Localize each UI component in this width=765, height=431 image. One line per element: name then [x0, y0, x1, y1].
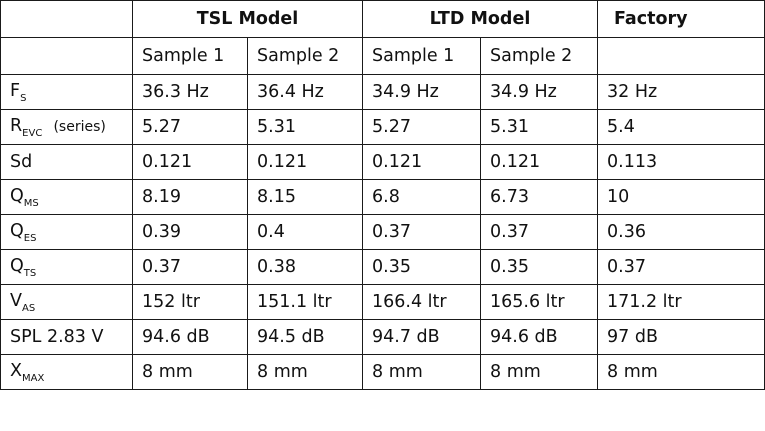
parameter-note: (series) — [53, 118, 106, 135]
table-row: REVC (series) 5.27 5.31 5.27 5.31 5.4 — [0, 109, 765, 145]
parameter-label-cell: QMS — [0, 179, 133, 215]
value-cell: 0.121 — [480, 144, 598, 180]
value-cell: 34.9 Hz — [362, 74, 481, 110]
value-cell: 151.1 ltr — [247, 284, 363, 320]
value-cell: 94.6 dB — [132, 319, 248, 355]
value-cell: 0.35 — [362, 249, 481, 285]
parameter-label-cell: FS — [0, 74, 133, 110]
parameter-symbol: Q — [10, 185, 24, 206]
group-header-ltd: LTD Model — [362, 0, 598, 38]
table-row: SPL 2.83 V 94.6 dB 94.5 dB 94.7 dB 94.6 dB 97… — [0, 319, 765, 355]
parameter-label-cell: QTS — [0, 249, 133, 285]
corner-cell — [0, 37, 133, 75]
value-cell: 34.9 Hz — [480, 74, 598, 110]
group-header-tsl: TSL Model — [132, 0, 363, 38]
value-cell: 0.38 — [247, 249, 363, 285]
group-header-factory: Factory — [597, 0, 765, 38]
value-cell: 94.6 dB — [480, 319, 598, 355]
value-cell: 8 mm — [247, 354, 363, 390]
loudspeaker-parameter-table: TSL Model LTD Model Factory Sample 1 Sam… — [0, 0, 765, 390]
value-cell: 5.4 — [597, 109, 765, 145]
value-cell: 0.37 — [362, 214, 481, 250]
value-cell: 166.4 ltr — [362, 284, 481, 320]
parameter-label-cell: VAS — [0, 284, 133, 320]
sample-header-row: Sample 1 Sample 2 Sample 1 Sample 2 — [0, 37, 765, 75]
sample-header-cell: Sample 2 — [247, 37, 363, 75]
value-cell: 0.35 — [480, 249, 598, 285]
parameter-subscript: MS — [23, 197, 39, 209]
table-row: Sd 0.121 0.121 0.121 0.121 0.113 — [0, 144, 765, 180]
value-cell: 165.6 ltr — [480, 284, 598, 320]
value-cell: 6.73 — [480, 179, 598, 215]
parameter-label-cell: REVC (series) — [0, 109, 133, 145]
value-cell: 94.5 dB — [247, 319, 363, 355]
value-cell: 36.4 Hz — [247, 74, 363, 110]
value-cell: 10 — [597, 179, 765, 215]
parameter-symbol: R — [10, 115, 23, 136]
parameter-subscript: S — [20, 92, 27, 104]
value-cell: 0.121 — [247, 144, 363, 180]
value-cell: 0.36 — [597, 214, 765, 250]
value-cell: 8 mm — [132, 354, 248, 390]
value-cell: 8.19 — [132, 179, 248, 215]
parameter-subscript: ES — [23, 232, 37, 244]
parameter-symbol: V — [10, 290, 22, 311]
parameter-subscript: EVC — [22, 127, 43, 139]
value-cell: 0.121 — [362, 144, 481, 180]
table-row: FS 36.3 Hz 36.4 Hz 34.9 Hz 34.9 Hz 32 Hz — [0, 74, 765, 110]
value-cell: 5.31 — [480, 109, 598, 145]
corner-cell — [0, 0, 133, 38]
table-row: QES 0.39 0.4 0.37 0.37 0.36 — [0, 214, 765, 250]
parameter-symbol: F — [10, 80, 21, 101]
value-cell: 0.113 — [597, 144, 765, 180]
parameter-symbol: SPL 2.83 V — [10, 327, 104, 347]
table-row: QTS 0.37 0.38 0.35 0.35 0.37 — [0, 249, 765, 285]
value-cell: 6.8 — [362, 179, 481, 215]
table-row: XMAX 8 mm 8 mm 8 mm 8 mm 8 mm — [0, 354, 765, 390]
value-cell: 0.39 — [132, 214, 248, 250]
value-cell: 171.2 ltr — [597, 284, 765, 320]
value-cell: 5.31 — [247, 109, 363, 145]
value-cell: 97 dB — [597, 319, 765, 355]
sample-header-cell: Sample 1 — [362, 37, 481, 75]
value-cell: 8 mm — [362, 354, 481, 390]
parameter-subscript: MAX — [22, 372, 45, 384]
value-cell: 0.37 — [480, 214, 598, 250]
table-row: QMS 8.19 8.15 6.8 6.73 10 — [0, 179, 765, 215]
value-cell: 0.37 — [132, 249, 248, 285]
value-cell: 32 Hz — [597, 74, 765, 110]
value-cell: 94.7 dB — [362, 319, 481, 355]
table-row: VAS 152 ltr 151.1 ltr 166.4 ltr 165.6 ltr 171… — [0, 284, 765, 320]
parameter-subscript: TS — [23, 267, 37, 279]
parameter-symbol: X — [10, 360, 22, 381]
group-header-row: TSL Model LTD Model Factory — [0, 0, 765, 38]
sample-header-cell — [597, 37, 765, 75]
parameter-symbol: Sd — [10, 152, 33, 172]
parameter-label-cell: QES — [0, 214, 133, 250]
value-cell: 8.15 — [247, 179, 363, 215]
parameter-symbol: Q — [10, 255, 24, 276]
sample-header-cell: Sample 2 — [480, 37, 598, 75]
sample-header-cell: Sample 1 — [132, 37, 248, 75]
value-cell: 0.4 — [247, 214, 363, 250]
value-cell: 0.37 — [597, 249, 765, 285]
value-cell: 8 mm — [597, 354, 765, 390]
parameter-label-cell: XMAX — [0, 354, 133, 390]
parameter-label-cell: Sd — [0, 144, 133, 180]
value-cell: 5.27 — [132, 109, 248, 145]
parameter-subscript: AS — [21, 302, 36, 314]
parameter-label-cell: SPL 2.83 V — [0, 319, 133, 355]
value-cell: 36.3 Hz — [132, 74, 248, 110]
parameter-symbol: Q — [10, 220, 24, 241]
value-cell: 152 ltr — [132, 284, 248, 320]
value-cell: 0.121 — [132, 144, 248, 180]
value-cell: 8 mm — [480, 354, 598, 390]
value-cell: 5.27 — [362, 109, 481, 145]
